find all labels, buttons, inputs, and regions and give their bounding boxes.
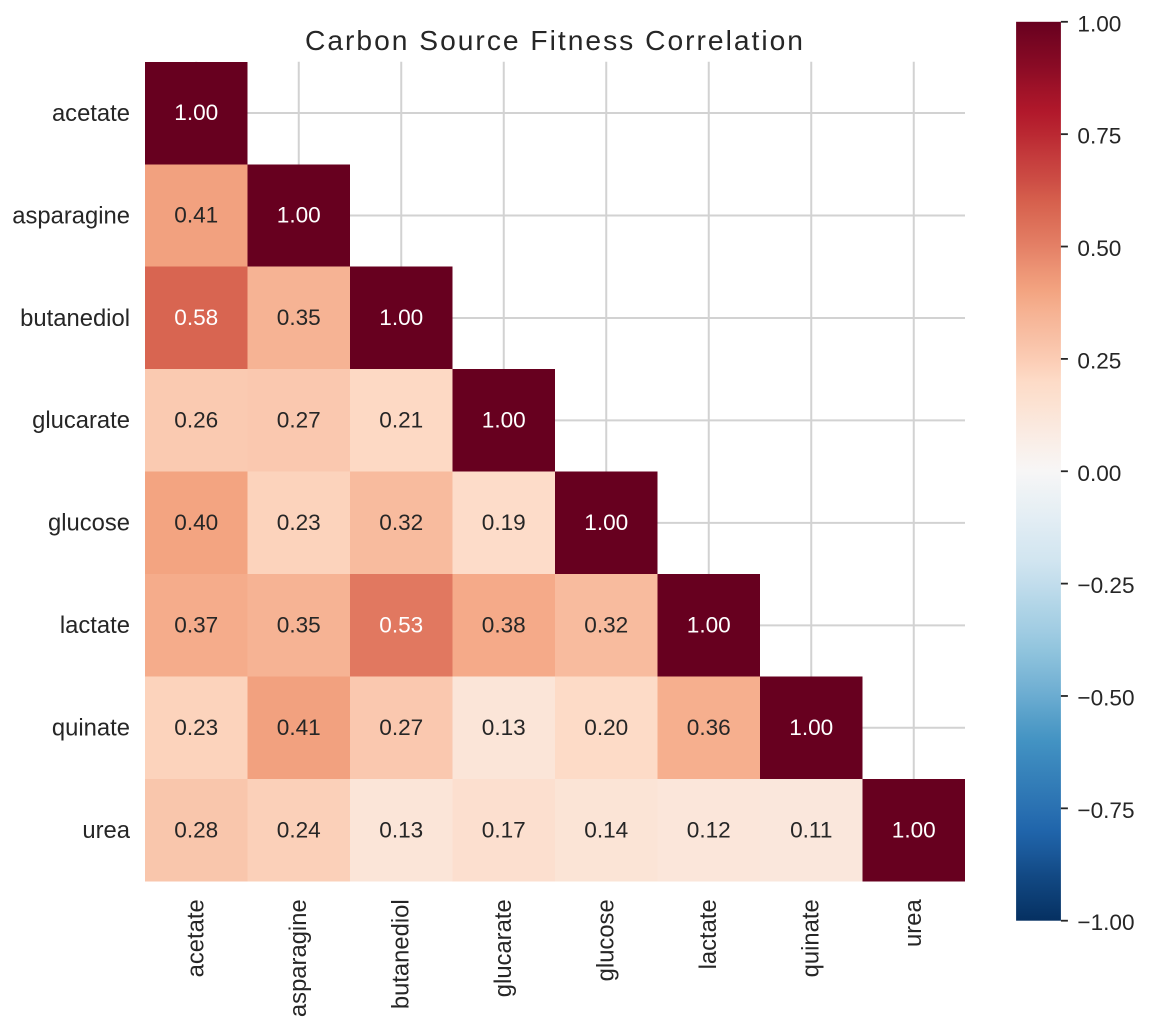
- svg-text:−0.25: −0.25: [1077, 573, 1134, 598]
- svg-text:0.00: 0.00: [1077, 461, 1121, 486]
- svg-text:butanediol: butanediol: [387, 899, 414, 1009]
- svg-text:urea: urea: [82, 817, 130, 844]
- svg-text:0.36: 0.36: [687, 715, 731, 740]
- svg-text:asparagine: asparagine: [12, 202, 130, 229]
- svg-text:quinate: quinate: [797, 899, 824, 977]
- svg-text:urea: urea: [900, 899, 927, 947]
- svg-text:0.13: 0.13: [482, 715, 526, 740]
- svg-text:0.12: 0.12: [687, 817, 731, 842]
- svg-text:0.35: 0.35: [277, 305, 321, 330]
- svg-text:0.28: 0.28: [174, 817, 218, 842]
- svg-text:0.32: 0.32: [379, 510, 423, 535]
- svg-text:1.00: 1.00: [482, 407, 526, 432]
- svg-text:0.53: 0.53: [379, 612, 423, 637]
- svg-text:glucarate: glucarate: [490, 899, 517, 997]
- svg-text:lactate: lactate: [60, 612, 130, 639]
- svg-text:asparagine: asparagine: [285, 899, 312, 1017]
- svg-text:1.00: 1.00: [687, 612, 731, 637]
- svg-text:glucose: glucose: [48, 510, 130, 537]
- svg-text:1.00: 1.00: [277, 202, 321, 227]
- svg-text:0.50: 0.50: [1077, 236, 1121, 261]
- svg-text:0.37: 0.37: [174, 612, 218, 637]
- svg-text:0.26: 0.26: [174, 407, 218, 432]
- svg-text:1.00: 1.00: [1077, 11, 1121, 36]
- svg-text:0.23: 0.23: [174, 715, 218, 740]
- svg-text:Carbon Source Fitness Correlat: Carbon Source Fitness Correlation: [305, 24, 805, 56]
- svg-text:0.21: 0.21: [379, 407, 423, 432]
- svg-text:quinate: quinate: [52, 715, 130, 742]
- svg-text:butanediol: butanediol: [20, 305, 130, 332]
- svg-text:−0.75: −0.75: [1077, 798, 1134, 823]
- svg-text:0.27: 0.27: [277, 407, 321, 432]
- svg-text:0.75: 0.75: [1077, 124, 1121, 149]
- svg-text:0.41: 0.41: [277, 715, 321, 740]
- svg-text:0.27: 0.27: [379, 715, 423, 740]
- svg-text:0.38: 0.38: [482, 612, 526, 637]
- svg-text:0.24: 0.24: [277, 817, 321, 842]
- svg-text:0.58: 0.58: [174, 305, 218, 330]
- svg-text:0.32: 0.32: [584, 612, 628, 637]
- svg-text:0.25: 0.25: [1077, 348, 1121, 373]
- svg-text:glucarate: glucarate: [32, 407, 130, 434]
- svg-text:0.11: 0.11: [790, 817, 832, 842]
- svg-text:lactate: lactate: [695, 899, 722, 969]
- svg-text:0.20: 0.20: [584, 715, 628, 740]
- svg-text:acetate: acetate: [182, 899, 209, 977]
- svg-text:−1.00: −1.00: [1077, 910, 1134, 935]
- svg-text:acetate: acetate: [52, 100, 130, 127]
- svg-text:1.00: 1.00: [379, 305, 423, 330]
- svg-text:0.40: 0.40: [174, 510, 218, 535]
- svg-text:1.00: 1.00: [174, 100, 218, 125]
- svg-text:1.00: 1.00: [789, 715, 833, 740]
- svg-text:1.00: 1.00: [892, 817, 936, 842]
- svg-text:0.23: 0.23: [277, 510, 321, 535]
- svg-text:glucose: glucose: [592, 899, 619, 981]
- svg-text:0.35: 0.35: [277, 612, 321, 637]
- svg-text:0.41: 0.41: [174, 202, 218, 227]
- svg-text:1.00: 1.00: [584, 510, 628, 535]
- svg-text:0.19: 0.19: [482, 510, 526, 535]
- svg-text:−0.50: −0.50: [1077, 685, 1134, 710]
- svg-text:0.14: 0.14: [584, 817, 628, 842]
- svg-text:0.13: 0.13: [379, 817, 423, 842]
- svg-text:0.17: 0.17: [482, 817, 526, 842]
